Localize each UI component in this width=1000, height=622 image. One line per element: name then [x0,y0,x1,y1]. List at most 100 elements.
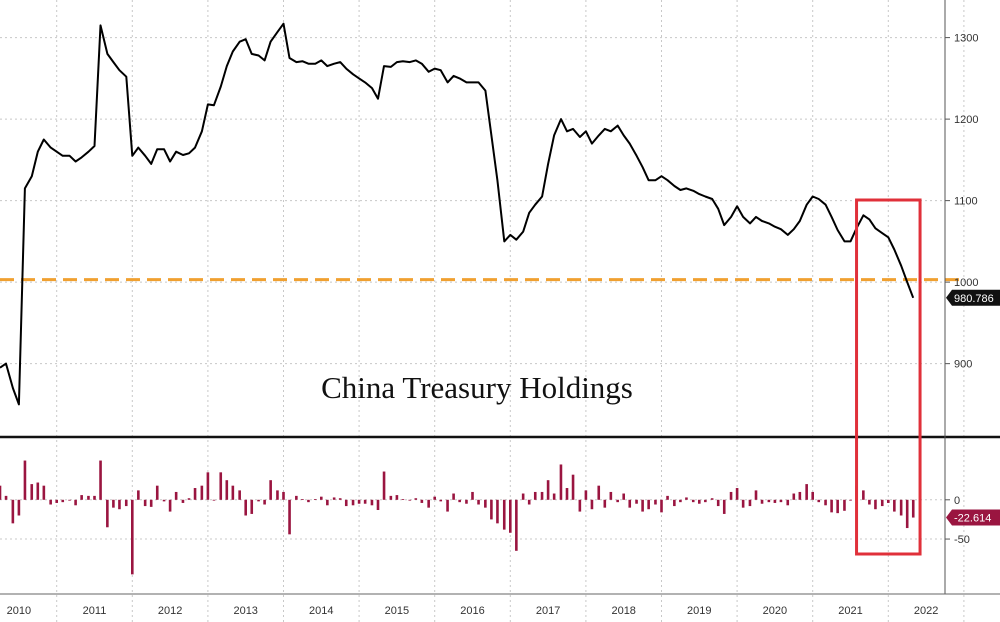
bar-98 [616,499,619,503]
bar-4 [23,460,27,500]
bar-35 [219,472,223,500]
bar-41 [257,499,260,502]
bar-101 [635,499,638,504]
bar-138 [868,499,871,505]
bar-44 [276,490,279,500]
bar-70 [439,499,443,502]
bar-68 [427,499,430,508]
x-tick-label-2018: 2018 [611,605,635,617]
bar-141 [887,499,890,503]
bar-42 [263,499,266,505]
y-tick-label-1300: 1300 [954,33,978,45]
bar-51 [320,496,323,500]
bar-99 [622,493,625,500]
bar-94 [590,499,594,510]
bar-66 [414,498,418,500]
x-tick-label-2021: 2021 [838,605,862,617]
bar-29 [181,499,185,503]
bar-65 [408,499,412,501]
monthly-change-bars [0,460,915,575]
bar-26 [162,499,166,502]
bar-10 [61,499,65,503]
bar-50 [313,499,317,500]
bar-74 [465,499,468,504]
bar-116 [729,491,733,500]
bar-34 [212,499,216,501]
bar-111 [698,499,701,504]
last-value-tag-bottom: -22.614 [946,509,1000,526]
bar-105 [660,499,663,513]
bar-142 [893,499,896,512]
bar-139 [874,499,877,510]
bar-1 [4,495,8,500]
bar-132 [830,499,833,513]
bar-21 [131,499,134,575]
bar-124 [779,499,783,503]
bar-97 [609,491,613,500]
bar-38 [238,490,241,500]
bar-58 [363,499,367,504]
bar-11 [68,499,71,501]
x-tick-label-2019: 2019 [687,605,711,617]
bar-86 [540,491,544,500]
bar-113 [710,498,714,500]
bar-96 [603,499,607,508]
bar-40 [250,499,254,514]
bar-76 [477,499,480,505]
bar-88 [552,493,556,500]
bar-75 [471,491,474,500]
year-gridlines [56,0,965,622]
bar-121 [760,499,764,504]
bar-31 [193,488,197,500]
bar-5 [30,484,34,500]
bar-137 [862,490,865,500]
bar-67 [420,499,424,503]
x-axis-year-labels: 2010 2011 2012 2013 2014 2015 2016 2017 2018 2019… [7,605,939,617]
x-tick-label-2013: 2013 [233,605,257,617]
bar-140 [880,499,884,507]
x-tick-label-2014: 2014 [309,605,333,617]
bar-55 [344,499,348,507]
bar-82 [515,499,518,551]
bar-39 [244,499,247,516]
bottom-y-tick-label-0: 0 [954,495,960,507]
bar-89 [559,464,563,500]
x-tick-label-2010: 2010 [7,605,31,617]
bar-54 [338,498,342,500]
bar-144 [905,499,909,529]
bar-122 [767,499,771,503]
bar-62 [389,495,393,500]
bar-92 [578,499,582,512]
last-value-label-top: 980.786 [954,293,994,305]
last-value-tag-top-shape [946,289,1000,306]
bar-13 [80,495,83,500]
bar-131 [824,499,827,506]
bar-3 [17,499,21,516]
bar-45 [282,491,285,500]
bar-15 [93,495,96,500]
bar-143 [899,499,903,516]
bar-85 [533,491,537,500]
bar-22 [137,490,140,500]
bar-126 [792,493,796,500]
bar-145 [911,499,915,518]
bar-91 [571,474,575,500]
bar-106 [666,495,669,500]
last-value-tag-bottom-shape [946,509,1000,526]
chart-title: China Treasury Holdings [321,370,633,405]
bar-57 [357,499,361,504]
bar-8 [49,499,52,505]
bar-0 [0,485,2,500]
bar-27 [168,499,172,512]
bar-135 [849,499,852,501]
bar-95 [597,485,601,500]
bar-112 [704,499,707,503]
bottom-y-ticks: 0 -50 [945,495,970,546]
bar-30 [187,498,191,500]
bar-7 [42,485,46,500]
bar-87 [546,480,550,500]
bar-133 [836,499,839,514]
bar-102 [641,499,644,512]
